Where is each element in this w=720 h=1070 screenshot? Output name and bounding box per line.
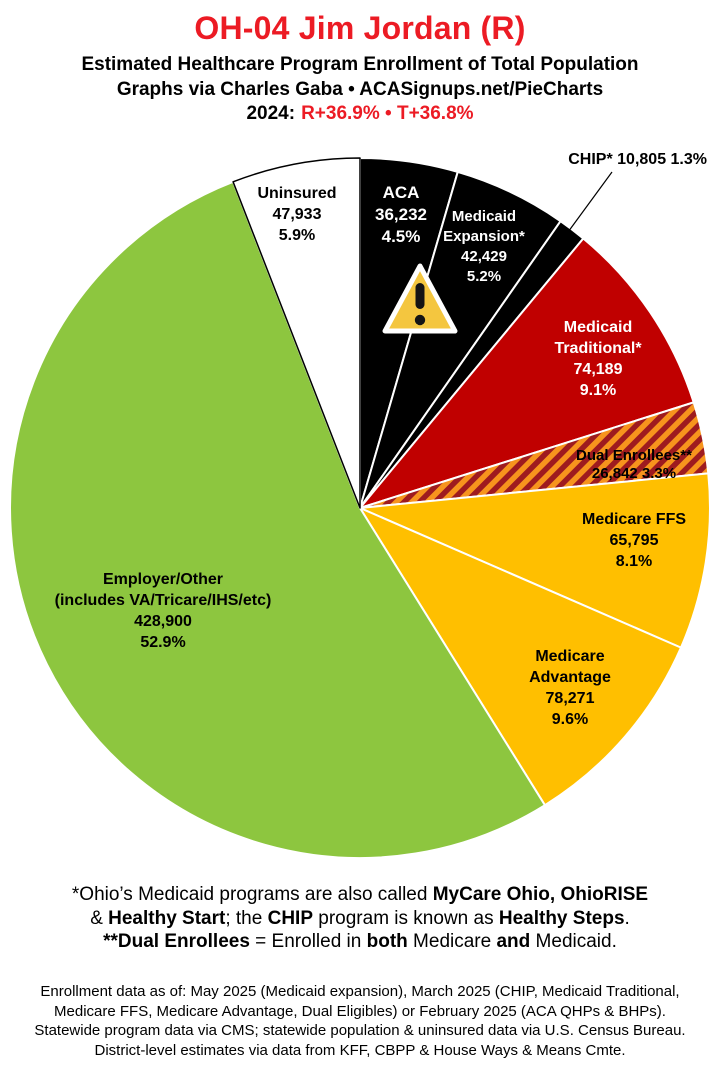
source-line: District-level estimates via data from K… bbox=[94, 1041, 626, 1059]
chip-leader-line bbox=[559, 171, 613, 244]
footnotes: *Ohio’s Medicaid programs are also calle… bbox=[0, 883, 720, 954]
source-line: Enrollment data as of: May 2025 (Medicai… bbox=[40, 983, 680, 1000]
pie-slice-medicaid_traditional bbox=[359, 237, 695, 509]
pie-slice-medicare_ffs bbox=[359, 472, 711, 649]
footnote-line-1: *Ohio’s Medicaid programs are also calle… bbox=[71, 884, 649, 905]
warning-triangle-icon bbox=[382, 263, 458, 334]
pie-slices-group bbox=[9, 157, 711, 859]
page-title: OH-04 Jim Jordan (R) bbox=[194, 10, 526, 46]
year-label: 2024: bbox=[246, 103, 296, 124]
partisan-lean-line: 2024: R+36.9% • T+36.8% bbox=[0, 103, 720, 125]
source-line: Statewide program data via CMS; statewid… bbox=[34, 1022, 686, 1039]
page-subtitle: Estimated Healthcare Program Enrollment … bbox=[81, 54, 639, 75]
partisan-values: R+36.9% • T+36.8% bbox=[301, 103, 474, 124]
pie-slice-employer_other bbox=[9, 180, 546, 859]
footnote-line-3: **Dual Enrollees = Enrolled in both Medi… bbox=[103, 931, 617, 952]
footnote-line-2: & Healthy Start; the CHIP program is kno… bbox=[90, 907, 630, 929]
pie-slice-medicare_advantage bbox=[359, 507, 682, 807]
source-line: Medicare FFS, Medicare Advantage, Dual E… bbox=[54, 1002, 666, 1020]
pie-slice-uninsured bbox=[232, 157, 361, 509]
byline: Graphs via Charles Gaba • ACASignups.net… bbox=[116, 79, 604, 100]
source-block: Enrollment data as of: May 2025 (Medicai… bbox=[0, 982, 720, 1060]
